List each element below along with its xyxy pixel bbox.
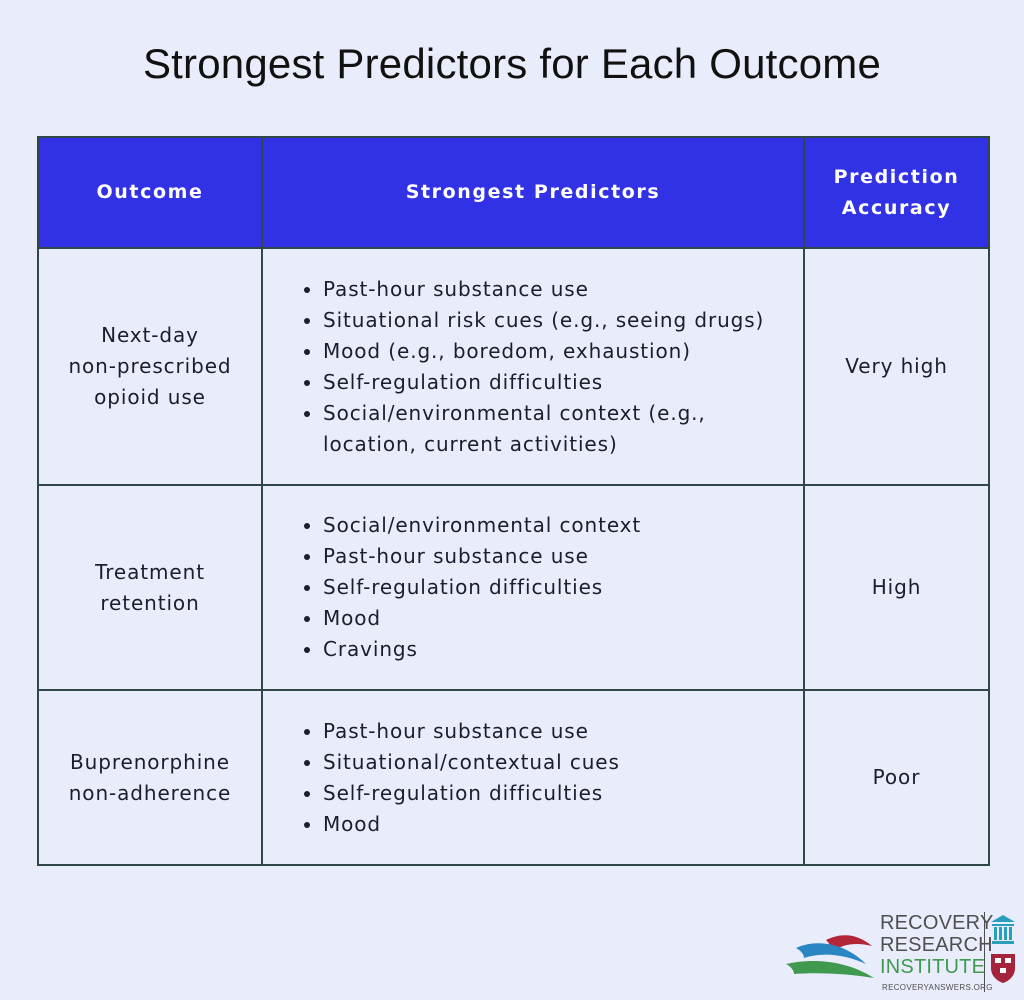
- outcome-line: Treatment: [95, 559, 205, 584]
- accuracy-cell: Poor: [803, 689, 990, 866]
- predictor-item: Mood: [323, 603, 793, 634]
- table-body: Next-day non-prescribed opioid use Past-…: [37, 247, 990, 866]
- logo-url: RECOVERYANSWERS.ORG: [882, 983, 993, 992]
- recovery-research-institute-logo: RECOVERY RESEARCH INSTITUTE RECOVERYANSW…: [786, 910, 1018, 996]
- header-outcome: Outcome: [37, 136, 263, 249]
- outcome-line: non-prescribed: [68, 354, 232, 378]
- predictor-item: Past-hour substance use: [323, 541, 793, 572]
- blue-swoosh: [796, 943, 866, 964]
- predictor-item: Situational/contextual cues: [323, 747, 793, 778]
- page-title: Strongest Predictors for Each Outcome: [142, 40, 882, 87]
- header-accuracy-line1: Prediction: [833, 165, 960, 188]
- accuracy-cell: Very high: [803, 247, 990, 486]
- harvard-shield-icon: [991, 954, 1015, 983]
- predictors-cell: Past-hour substance use Situational/cont…: [261, 689, 805, 866]
- swoosh-logo-icon: [786, 935, 874, 978]
- predictor-item: Past-hour substance use: [323, 716, 793, 747]
- outcome-cell: Treatment retention: [37, 484, 263, 691]
- predictor-item: Mood (e.g., boredom, exhaustion): [323, 336, 793, 367]
- predictor-item: Social/environmental context: [323, 510, 793, 541]
- table-row: Treatment retention Social/environmental…: [37, 484, 990, 691]
- hospital-building-icon: [991, 915, 1015, 944]
- predictor-item: Self-regulation difficulties: [323, 572, 793, 603]
- predictor-item: Social/environmental context (e.g., loca…: [323, 398, 793, 460]
- logo-line-recovery: RECOVERY: [880, 912, 994, 934]
- logo-wordmark: RECOVERY RESEARCH INSTITUTE: [880, 912, 994, 978]
- outcome-line: opioid use: [94, 385, 206, 409]
- header-accuracy-line2: Accuracy: [841, 196, 952, 219]
- outcome-line: retention: [100, 590, 200, 615]
- predictor-item: Self-regulation difficulties: [323, 367, 793, 398]
- predictors-table: Outcome Strongest Predictors Prediction …: [37, 136, 990, 866]
- outcome-line: non-adherence: [68, 780, 232, 805]
- predictors-cell: Social/environmental context Past-hour s…: [261, 484, 805, 691]
- table-header: Outcome Strongest Predictors Prediction …: [37, 136, 990, 249]
- predictors-cell: Past-hour substance use Situational risk…: [261, 247, 805, 486]
- table-row: Next-day non-prescribed opioid use Past-…: [37, 247, 990, 486]
- table-row: Buprenorphine non-adherence Past-hour su…: [37, 689, 990, 866]
- header-predictors: Strongest Predictors: [261, 136, 805, 249]
- header-accuracy: Prediction Accuracy: [803, 136, 990, 249]
- predictor-item: Self-regulation difficulties: [323, 778, 793, 809]
- outcome-cell: Next-day non-prescribed opioid use: [37, 247, 263, 486]
- predictor-item: Cravings: [323, 634, 793, 665]
- logo-line-institute: INSTITUTE: [880, 956, 986, 978]
- outcome-cell: Buprenorphine non-adherence: [37, 689, 263, 866]
- predictor-list: Past-hour substance use Situational risk…: [281, 274, 793, 460]
- outcome-line: Next-day: [101, 323, 199, 347]
- accuracy-cell: High: [803, 484, 990, 691]
- predictor-list: Past-hour substance use Situational/cont…: [281, 716, 793, 840]
- predictor-item: Past-hour substance use: [323, 274, 793, 305]
- header-row: Outcome Strongest Predictors Prediction …: [37, 136, 990, 249]
- logo-divider: [984, 912, 985, 992]
- predictor-item: Situational risk cues (e.g., seeing drug…: [323, 305, 793, 336]
- predictor-item: Mood: [323, 809, 793, 840]
- predictor-list: Social/environmental context Past-hour s…: [281, 510, 793, 665]
- green-swoosh: [786, 960, 874, 978]
- logo-line-research: RESEARCH: [880, 934, 993, 956]
- outcome-line: Buprenorphine: [70, 749, 230, 774]
